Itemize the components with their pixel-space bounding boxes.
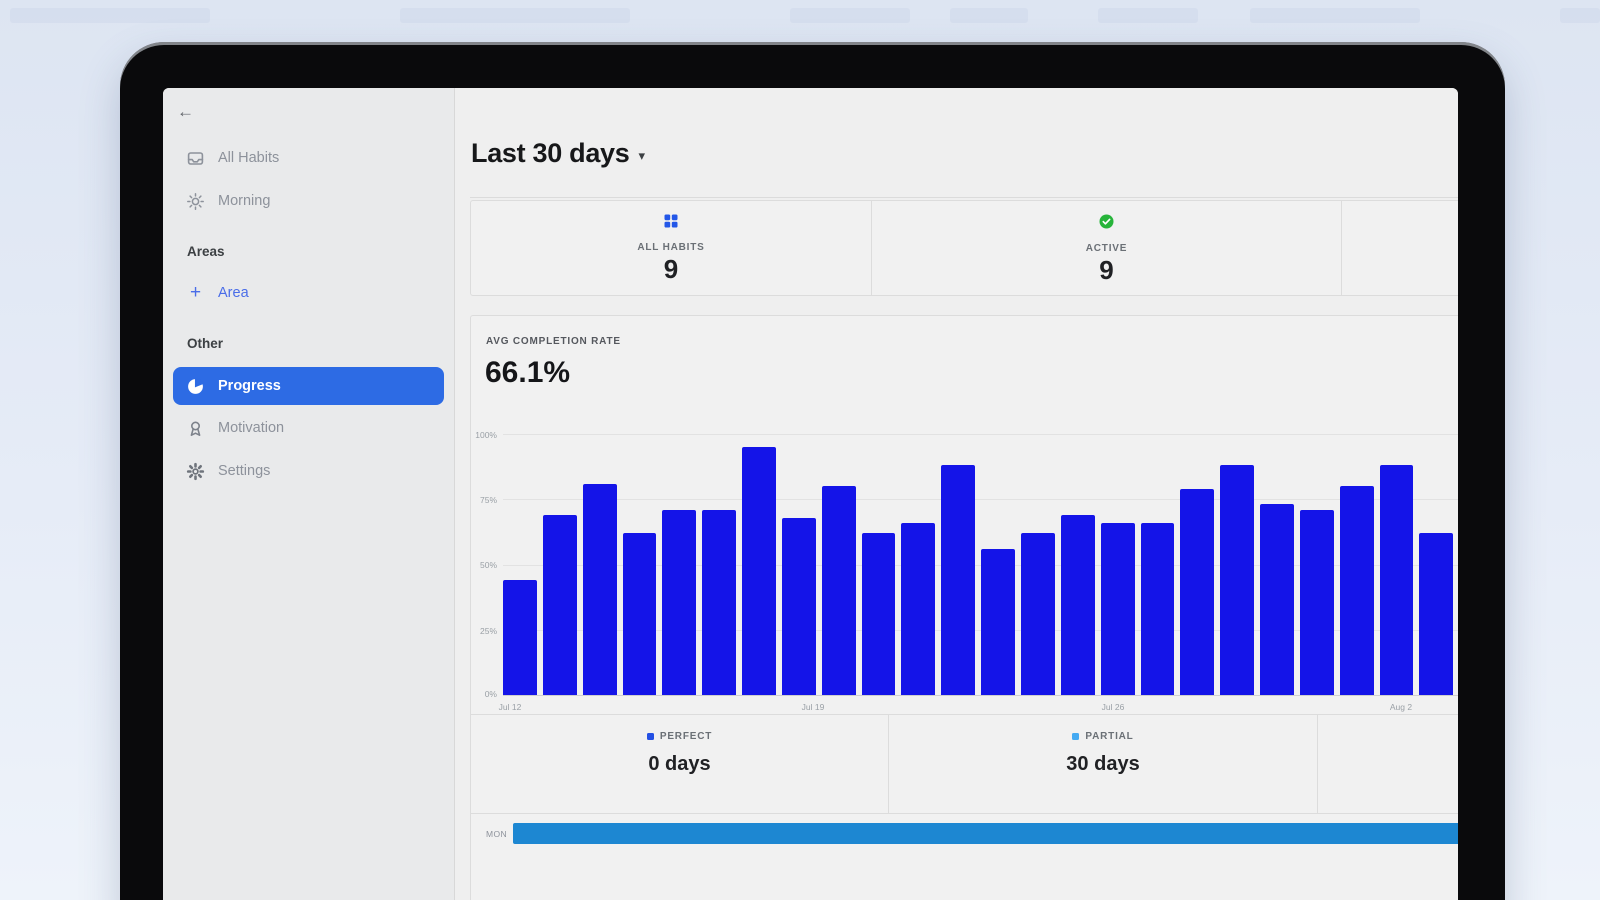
stat-all-habits: ALL HABITS 9 [471, 201, 871, 295]
x-tick: Jul 26 [1101, 702, 1125, 712]
stat-clipped [1341, 201, 1458, 295]
x-tick: Aug 2 [1389, 702, 1413, 712]
grid-icon [664, 214, 678, 233]
bar [1419, 533, 1454, 695]
page-title: Last 30 days [471, 138, 630, 168]
pie-chart-icon [186, 377, 205, 396]
background-artifact [950, 8, 1028, 23]
sidebar-item-label: Morning [218, 193, 271, 209]
summary-partial: PARTIAL 30 days [888, 715, 1317, 813]
sidebar-item-label: Settings [218, 463, 271, 479]
bar [1379, 465, 1414, 695]
inbox-icon [186, 149, 205, 168]
bar [742, 447, 776, 695]
bar [861, 533, 896, 695]
avg-completion-label: AVG COMPLETION RATE [486, 336, 621, 347]
background-artifact [400, 8, 630, 23]
sidebar-section-other: Other [187, 336, 224, 351]
tablet-device-frame: ← All Habits [120, 42, 1505, 900]
date-range-dropdown[interactable]: Last 30 days ▾ [470, 88, 1458, 198]
bar [702, 509, 737, 695]
background-artifact [790, 8, 910, 23]
summary-value: 0 days [648, 753, 711, 775]
sidebar-section-areas: Areas [187, 244, 225, 259]
y-tick: 100% [475, 430, 497, 440]
bar [542, 514, 577, 695]
sidebar-item-label: Progress [218, 378, 281, 394]
background-artifact [1098, 8, 1198, 23]
chevron-down-icon: ▾ [638, 148, 646, 163]
stat-active: ACTIVE 9 [871, 201, 1341, 295]
stat-value: 9 [1099, 255, 1114, 285]
sidebar: ← All Habits [163, 88, 455, 900]
summary-label: PERFECT [659, 731, 713, 742]
bar [941, 465, 976, 695]
weekday-bar [513, 823, 1458, 844]
bar-series [503, 434, 1458, 695]
bar [1220, 465, 1255, 695]
bar [1260, 504, 1294, 695]
bar-chart: 100% 75% 50% 25% 0% Jul 12 Jul 19 [471, 430, 1458, 714]
summary-perfect: PERFECT 0 days [471, 715, 888, 813]
x-tick: Jul 12 [498, 702, 522, 712]
bar [662, 509, 697, 695]
bar [1100, 522, 1135, 695]
y-tick: 75% [479, 495, 497, 505]
partial-bullet-icon [1072, 733, 1080, 740]
completion-chart-panel: AVG COMPLETION RATE 66.1% 100% 75% 50% 2… [470, 315, 1458, 900]
bar [582, 483, 617, 695]
add-area-button[interactable]: + Area [173, 273, 444, 313]
main-content: Last 30 days ▾ [455, 88, 1458, 900]
avg-completion-value: 66.1% [485, 356, 571, 389]
stat-value: 9 [663, 254, 679, 284]
back-button[interactable]: ← [177, 102, 194, 121]
perfect-bullet-icon [646, 733, 654, 740]
y-tick: 0% [484, 689, 497, 699]
y-tick: 25% [479, 626, 497, 636]
y-tick: 50% [479, 560, 497, 570]
check-circle-icon [1099, 214, 1114, 234]
bar [1299, 509, 1334, 695]
bar [1339, 486, 1374, 695]
plot-area: Jul 12 Jul 19 Jul 26 Aug 2 [499, 434, 1458, 712]
motivation-icon [186, 419, 205, 438]
bar [1060, 514, 1095, 695]
stat-label: ALL HABITS [637, 242, 705, 253]
summary-label: PARTIAL [1085, 731, 1134, 742]
sidebar-item-settings[interactable]: Settings [173, 451, 444, 491]
weekday-row: MON [486, 823, 1458, 844]
x-tick: Jul 19 [801, 702, 825, 712]
sidebar-item-motivation[interactable]: Motivation [173, 408, 444, 448]
summary-row: PERFECT 0 days PARTIAL 30 days [471, 714, 1458, 813]
background-artifact [10, 8, 210, 23]
bar [503, 580, 537, 695]
weekday-label: MON [486, 828, 508, 839]
summary-value: 30 days [1066, 753, 1140, 775]
background-artifact [1560, 8, 1600, 23]
weekday-breakdown: MON [471, 813, 1458, 844]
gear-icon [186, 462, 205, 481]
bar [1020, 533, 1055, 695]
bar [1140, 522, 1175, 695]
app-screen: ← All Habits [163, 88, 1458, 900]
sun-icon [186, 192, 205, 211]
background-artifact [1250, 8, 1420, 23]
stats-panel: ALL HABITS 9 ACTIVE 9 [470, 200, 1458, 296]
plus-icon: + [189, 282, 202, 303]
bar [821, 486, 856, 695]
sidebar-item-label: Motivation [218, 420, 285, 436]
bar [901, 522, 936, 695]
add-area-label: Area [218, 285, 249, 301]
bar [981, 548, 1015, 695]
bar [1180, 488, 1215, 695]
bar [622, 533, 657, 695]
sidebar-item-progress[interactable]: Progress [173, 367, 444, 405]
sidebar-item-label: All Habits [218, 150, 280, 166]
sidebar-item-morning[interactable]: Morning [173, 181, 444, 221]
summary-clipped [1317, 715, 1458, 813]
stat-label: ACTIVE [1085, 243, 1128, 254]
bar [781, 517, 816, 695]
sidebar-item-all-habits[interactable]: All Habits [173, 138, 444, 178]
